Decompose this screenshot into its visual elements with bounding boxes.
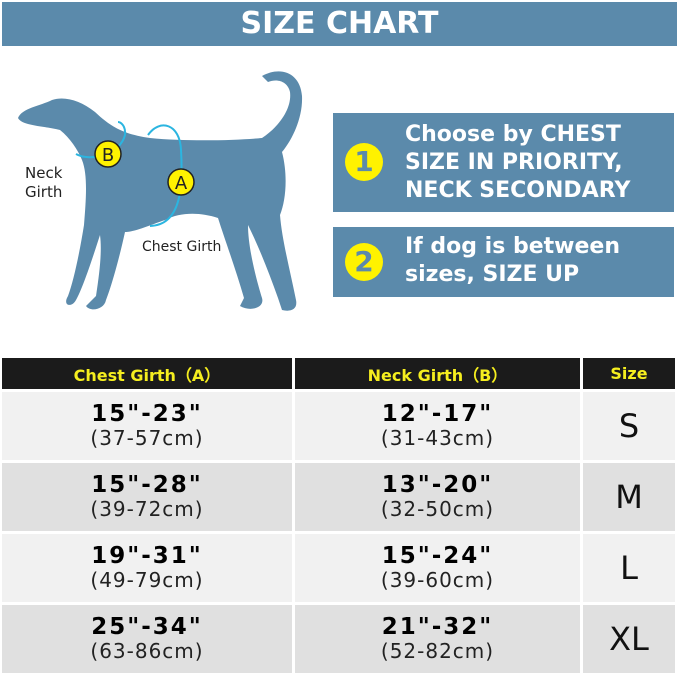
neck-inches: 12"-17" [381,401,494,427]
neck-cell: 12"-17" (31-43cm) [295,392,580,460]
size-cell: L [583,534,675,602]
chest-girth-label: Chest Girth [142,239,222,255]
chest-cell: 25"-34" (63-86cm) [2,605,292,673]
chest-cm: (37-57cm) [90,426,204,450]
size-cell: XL [583,605,675,673]
neck-cell: 21"-32" (52-82cm) [295,605,580,673]
dog-measurement-diagram: B A [18,71,303,311]
chest-cell: 15"-23" (37-57cm) [2,392,292,460]
chest-cm: (63-86cm) [90,639,204,663]
neck-cell: 13"-20" (32-50cm) [295,463,580,531]
header-size: Size [583,358,675,389]
neck-inches: 13"-20" [381,472,494,498]
chest-girth-arrow [147,124,183,227]
neck-inches: 21"-32" [381,614,494,640]
marker-a-label: A [175,173,188,194]
table-row: 15"-28" (39-72cm) 13"-20" (32-50cm) M [2,463,675,531]
tip-line: If dog is between [405,234,620,259]
marker-a [167,168,195,196]
header-chest: Chest Girth（A） [2,358,292,389]
neck-girth-arrow [75,121,127,159]
tip-line: SIZE IN PRIORITY, [405,150,623,175]
table-row: 25"-34" (63-86cm) 21"-32" (52-82cm) XL [2,605,675,673]
number-badge: 2 [345,243,383,281]
table-row: 19"-31" (49-79cm) 15"-24" (39-60cm) L [2,534,675,602]
size-cell: S [583,392,675,460]
neck-girth-label: Neck Girth [25,164,62,202]
neck-cm: (52-82cm) [380,639,495,663]
neck-cell: 15"-24" (39-60cm) [295,534,580,602]
chest-inches: 15"-23" [91,401,203,427]
tip-chest-priority: 1 Choose by CHEST SIZE IN PRIORITY, NECK… [333,113,674,212]
page-title: SIZE CHART [2,2,677,46]
chest-cm: (39-72cm) [90,497,204,521]
table-row: 15"-23" (37-57cm) 12"-17" (31-43cm) S [2,392,675,460]
neck-label-line2: Girth [25,183,63,201]
neck-label-line1: Neck [25,164,63,182]
number-badge: 1 [345,143,383,181]
neck-cm: (39-60cm) [380,568,495,592]
size-table: Chest Girth（A） Neck Girth（B） Size 15"-23… [0,355,678,676]
size-cell: M [583,463,675,531]
chest-cell: 19"-31" (49-79cm) [2,534,292,602]
dog-silhouette [18,71,303,311]
marker-b [94,140,122,168]
chest-cell: 15"-28" (39-72cm) [2,463,292,531]
neck-cm: (32-50cm) [380,497,495,521]
tip-line: Choose by CHEST [405,122,621,147]
tip-line: sizes, SIZE UP [405,262,580,287]
chest-cm: (49-79cm) [90,568,204,592]
neck-cm: (31-43cm) [380,426,495,450]
tip-line: NECK SECONDARY [405,178,631,203]
chest-inches: 15"-28" [91,472,203,498]
tip-size-up: 2 If dog is between sizes, SIZE UP [333,227,674,297]
chest-inches: 19"-31" [91,543,203,569]
chest-inches: 25"-34" [91,614,203,640]
marker-b-label: B [102,145,114,166]
header-neck: Neck Girth（B） [295,358,580,389]
neck-inches: 15"-24" [381,543,494,569]
